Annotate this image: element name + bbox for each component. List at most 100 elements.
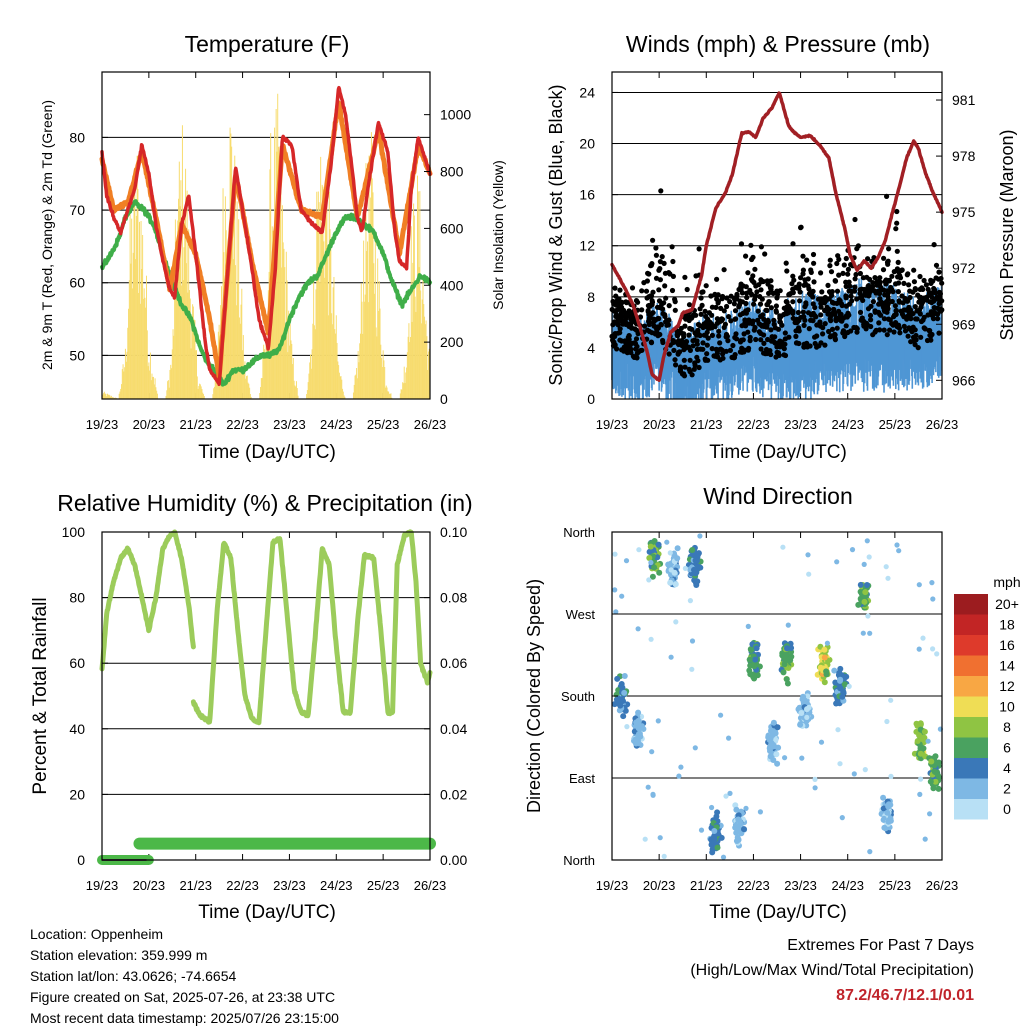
gust-mark [921,277,927,284]
direction-mark [860,630,866,636]
direction-y-tick-label-2: South [561,689,595,704]
gust-mark [917,311,923,317]
gust-mark [790,315,796,321]
gust-mark [895,259,901,265]
gust-mark [848,328,854,334]
direction-mark [914,738,921,744]
gust-mark [647,315,653,321]
solar-y-tick-label-0: 0 [440,391,448,407]
gust-mark [827,289,833,295]
gust-mark [754,289,760,295]
gust-mark [868,317,874,323]
gust-mark [730,342,736,349]
direction-mark [920,635,926,641]
gust-mark [681,347,687,353]
gust-mark [737,349,744,355]
gust-mark [689,326,695,332]
gust-mark [615,330,621,336]
gust-mark [743,284,749,290]
wind-y-tick-label-3: 12 [579,238,595,254]
direction-mark [727,790,733,797]
gust-mark [857,270,864,277]
direction-mark [934,651,940,657]
gust-mark [849,298,855,304]
gust-mark [868,323,874,330]
direction-mark [623,558,630,564]
station-elevation: Station elevation: 359.999 m [30,947,208,963]
gust-mark [877,279,883,285]
gust-mark [771,317,777,323]
direction-mark [689,547,696,553]
temp-y-tick-label-3: 80 [69,129,85,145]
gust-mark [929,312,935,318]
gust-mark [867,312,874,319]
x-tick-label-5: 24/23 [831,417,864,432]
gust-mark [937,294,943,300]
gust-mark [928,277,934,283]
direction-mark [656,569,663,576]
gust-mark [756,329,762,335]
wind-y-tick-label-4: 16 [579,187,595,203]
direction-mark [783,676,790,683]
gust-mark [692,360,698,366]
gust-mark [866,291,872,297]
gust-mark [863,326,869,332]
legend-title: mph [993,574,1020,590]
gust-mark [663,319,669,325]
gust-mark [677,364,684,370]
gust-mark [923,296,929,303]
direction-xlabel: Time (Day/UTC) [709,902,847,923]
gust-mark [906,282,912,288]
gust-mark [843,255,849,262]
gust-mark [650,237,656,243]
rh-series-b [190,529,433,726]
direction-mark [867,630,873,636]
gust-mark [843,313,850,319]
gust-mark [628,320,634,326]
gust-mark [797,298,803,304]
direction-mark [651,564,658,571]
direction-mark [861,598,868,605]
gust-mark [889,298,895,305]
direction-mark [657,835,663,841]
direction-mark [821,679,828,686]
gust-mark [648,339,655,345]
gust-mark [790,273,796,279]
direction-mark [837,761,843,767]
gust-mark [894,266,901,272]
x-tick-label-3: 22/23 [226,417,259,432]
gust-mark [721,324,727,330]
gust-mark [881,327,887,333]
direction-mark [823,668,830,675]
gust-mark [764,278,770,284]
gust-mark [793,328,799,334]
gust-mark [783,299,789,305]
precip-y-tick-label-3: 0.06 [440,655,467,671]
direction-mark [612,551,618,557]
legend-label-6: 8 [1003,719,1011,735]
gust-mark [878,286,884,292]
direction-mark [746,656,753,663]
wind-y-tick-label-2: 8 [587,289,595,305]
gust-mark [648,293,655,299]
gust-mark [698,295,704,301]
direction-mark [918,776,924,782]
gust-mark [660,337,666,344]
gust-mark [827,257,833,263]
gust-mark [630,353,637,359]
gust-mark [881,316,888,322]
x-tick-label-3: 22/23 [737,878,770,893]
direction-mark [835,727,841,733]
gust-mark [744,294,750,301]
legend-label-10: 0 [1003,801,1011,817]
gust-mark [753,283,759,289]
gust-mark [885,258,891,264]
precip-y-tick-label-0: 0.00 [440,852,467,868]
gust-mark [717,340,723,346]
gust-mark [814,333,820,339]
gust-mark [907,326,913,332]
gust-mark [774,288,780,294]
legend-swatch-8 [954,758,988,779]
gust-mark [765,336,771,343]
gust-mark [682,274,688,280]
